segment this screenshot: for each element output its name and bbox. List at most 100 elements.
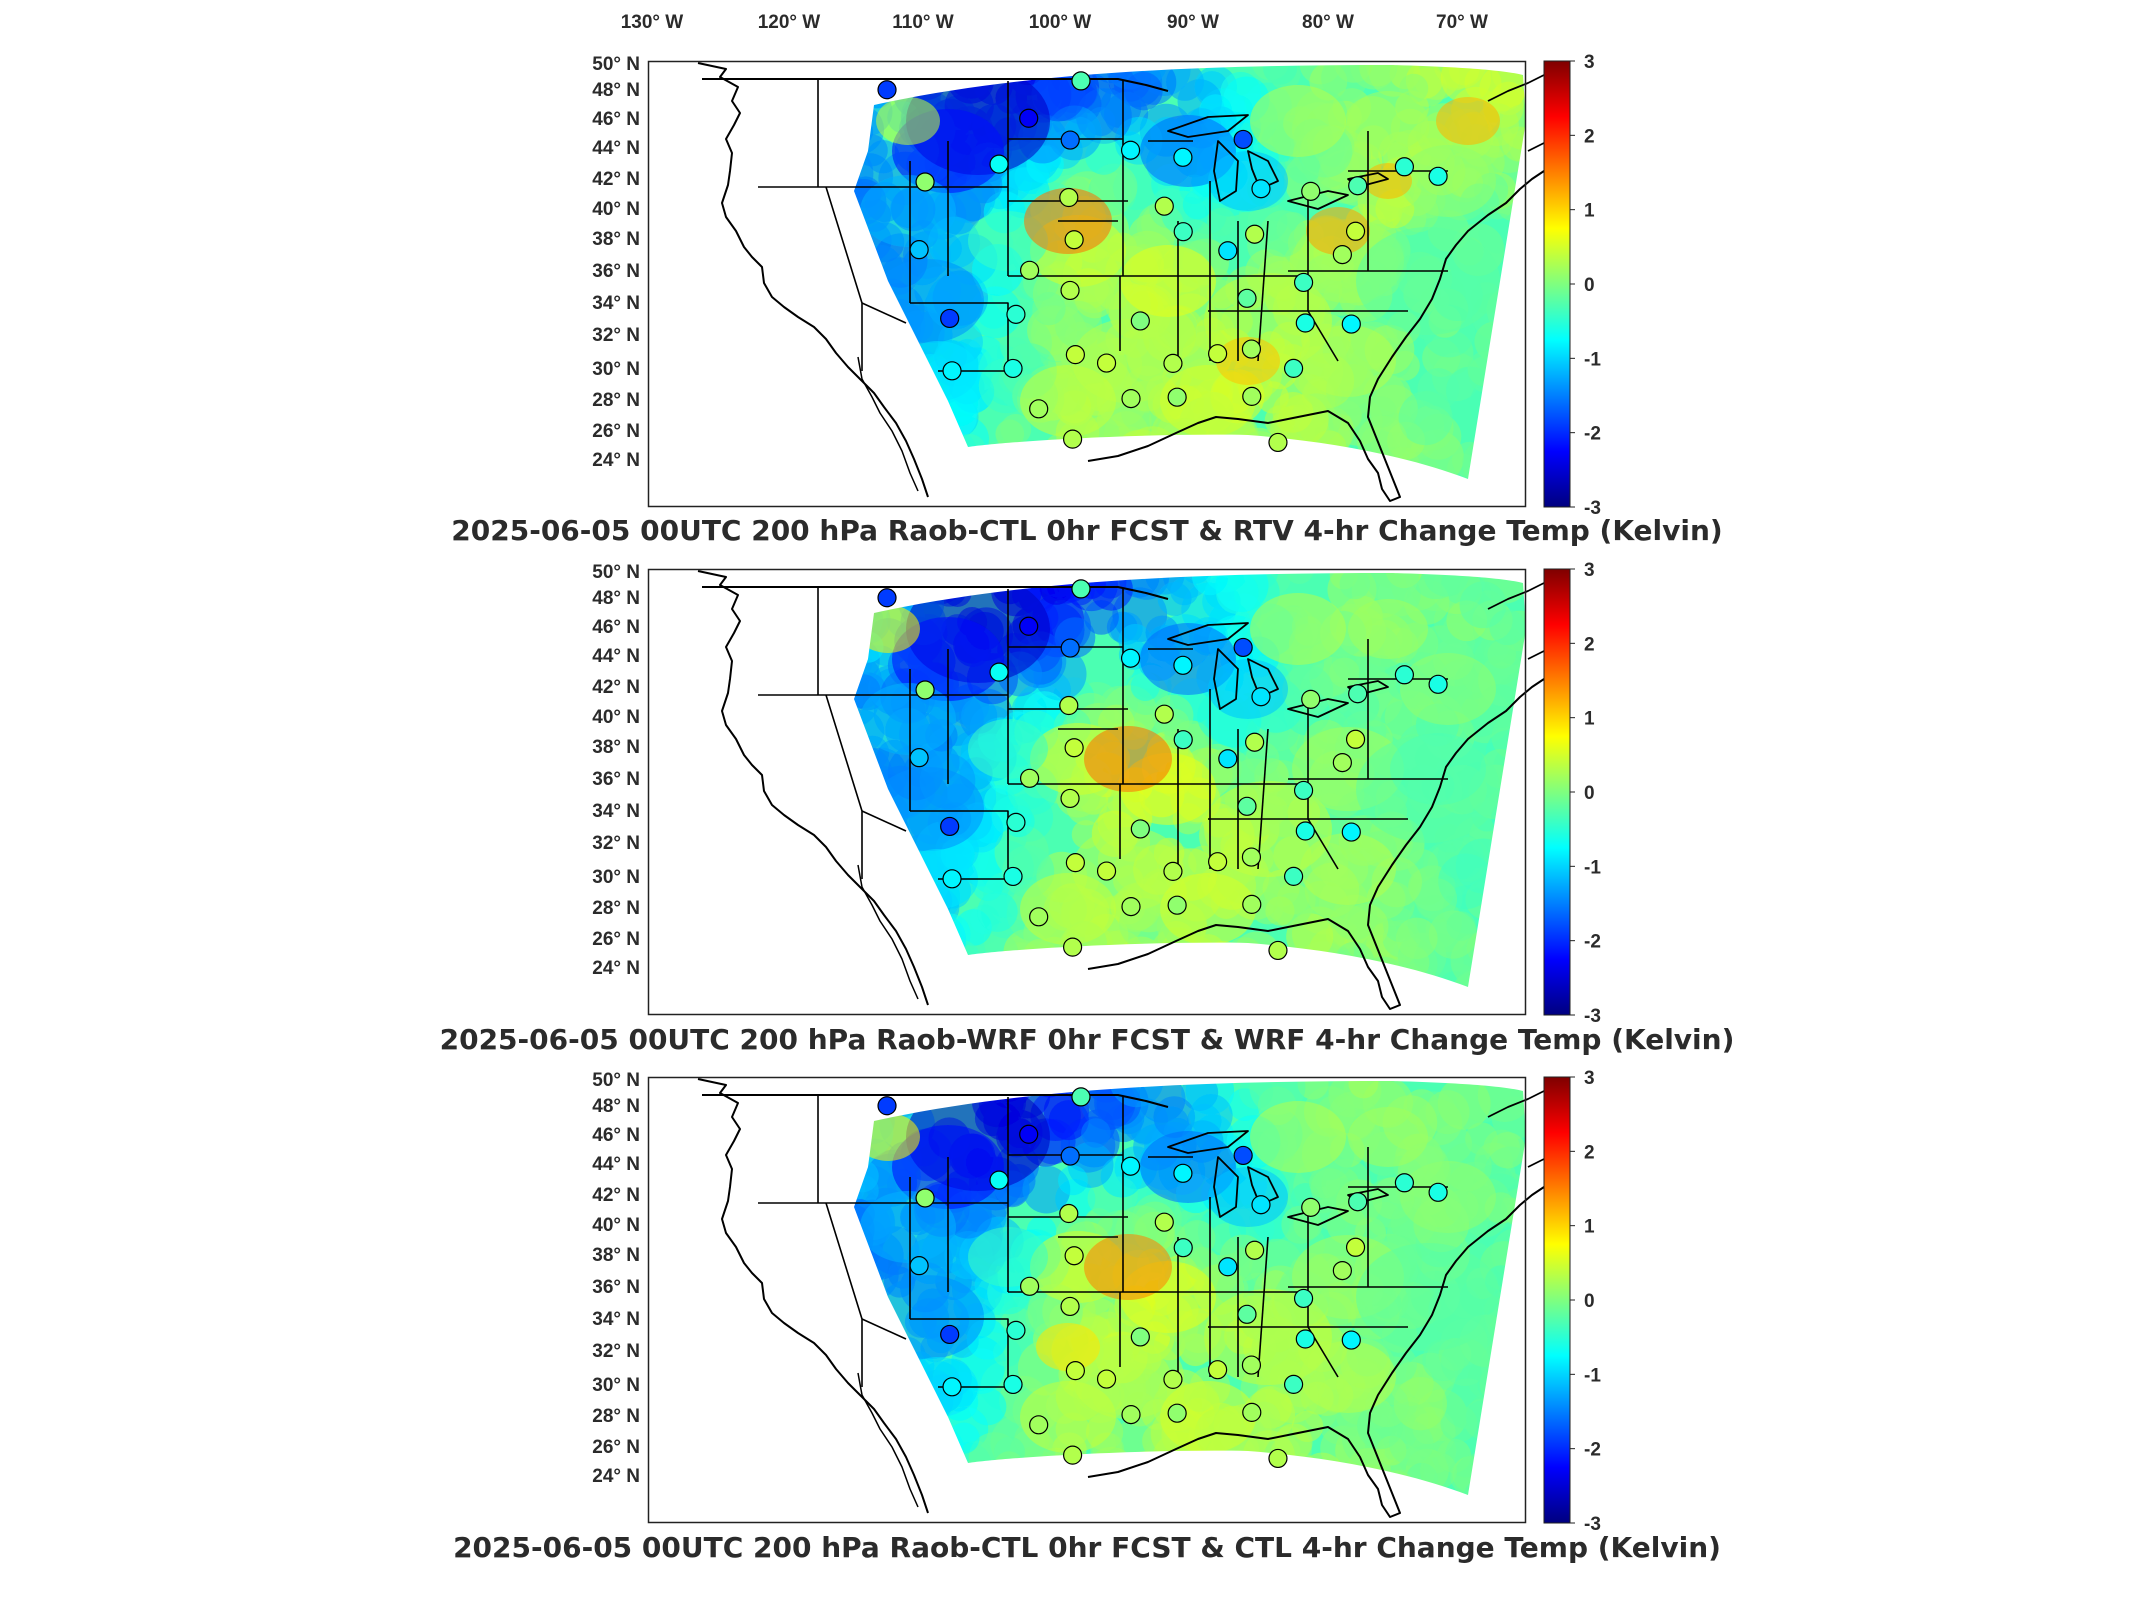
- colorbar-tick-label: 1: [1584, 201, 1595, 222]
- colorbar-tick-label: 3: [1584, 560, 1595, 581]
- lon-label: 70° W: [1436, 12, 1488, 33]
- raob-station-marker: [1332, 244, 1352, 265]
- raob-stations: [877, 1087, 1448, 1469]
- raob-station-marker: [1029, 907, 1049, 927]
- lat-label: 38° N: [592, 229, 640, 250]
- map-outlines: [697, 1078, 1564, 1518]
- raob-station-marker: [1019, 1124, 1039, 1144]
- raob-station-marker: [1063, 1445, 1083, 1465]
- raob-station-marker: [1121, 389, 1141, 409]
- raob-station-marker: [1237, 796, 1257, 816]
- raob-station-marker: [940, 308, 960, 329]
- raob-station-marker: [1341, 314, 1361, 334]
- colorbar-tick-label: 0: [1584, 1291, 1595, 1312]
- raob-station-marker: [1096, 861, 1117, 881]
- raob-station-marker: [1060, 638, 1080, 658]
- lat-label: 42° N: [592, 1185, 640, 1206]
- lat-label: 30° N: [592, 359, 640, 380]
- raob-stations: [877, 71, 1448, 453]
- lat-label: 34° N: [592, 801, 640, 822]
- raob-station-marker: [1003, 1374, 1023, 1395]
- raob-station-marker: [1341, 822, 1361, 842]
- lat-label: 40° N: [592, 1215, 640, 1236]
- map-outlines: [697, 570, 1564, 1010]
- raob-station-marker: [1251, 687, 1271, 707]
- raob-station-marker: [1218, 241, 1238, 261]
- raob-station-marker: [1173, 1238, 1193, 1258]
- lat-label: 46° N: [592, 109, 640, 130]
- raob-station-marker: [1242, 386, 1262, 406]
- raob-station-marker: [915, 1188, 935, 1208]
- raob-station-marker: [1121, 1405, 1141, 1425]
- raob-station-marker: [1301, 181, 1321, 201]
- temperature-field: [854, 65, 1526, 479]
- colorbar-tick-label: -3: [1584, 498, 1601, 519]
- lat-label: 28° N: [592, 390, 640, 411]
- raob-station-marker: [1063, 937, 1083, 957]
- raob-station-marker: [1218, 749, 1238, 769]
- lat-label: 26° N: [592, 929, 640, 950]
- colorbar: 3 2 1 0 -1 -2 -3: [1543, 560, 1601, 1027]
- map-frame: [647, 1076, 1527, 1524]
- map-plot: [647, 1076, 1564, 1524]
- raob-station-marker: [1233, 637, 1253, 658]
- raob-station-marker: [1163, 1369, 1183, 1389]
- colorbar-gradient: [1543, 60, 1571, 508]
- lat-label: 34° N: [592, 1309, 640, 1330]
- lat-label: 36° N: [592, 261, 640, 282]
- colorbar-gradient: [1543, 568, 1571, 1016]
- panel-title: 2025-06-05 00UTC 200 hPa Raob-CTL 0hr FC…: [453, 1531, 1721, 1564]
- raob-station-marker: [1301, 689, 1321, 709]
- lat-label: 50° N: [592, 562, 640, 583]
- lat-label: 42° N: [592, 677, 640, 698]
- lon-label: 120° W: [758, 12, 821, 33]
- raob-station-marker: [1241, 847, 1262, 867]
- raob-station-marker: [1394, 665, 1415, 685]
- lat-label: 44° N: [592, 1154, 640, 1175]
- colorbar-tick-label: 2: [1584, 634, 1595, 655]
- raob-station-marker: [1283, 1374, 1304, 1394]
- raob-station-marker: [1268, 432, 1288, 453]
- colorbar-tick-label: -1: [1584, 1365, 1601, 1386]
- lat-label: 24° N: [592, 1466, 640, 1487]
- raob-station-marker: [1208, 1360, 1228, 1380]
- raob-station-marker: [877, 588, 897, 608]
- raob-station-marker: [1268, 1448, 1288, 1469]
- lat-label: 26° N: [592, 1437, 640, 1458]
- raob-station-marker: [877, 1096, 897, 1116]
- longitude-labels: 130° W 120° W 110° W 100° W 90° W 80° W …: [621, 12, 1488, 33]
- raob-station-marker: [1060, 130, 1080, 150]
- raob-station-marker: [1130, 1327, 1150, 1347]
- raob-station-marker: [1071, 579, 1091, 599]
- raob-station-marker: [1428, 1182, 1448, 1202]
- raob-station-marker: [1064, 1246, 1084, 1266]
- latitude-labels: 50° N 48° N 46° N 44° N 42° N 40° N 38° N 36° N…: [592, 54, 640, 471]
- lat-label: 46° N: [592, 1125, 640, 1146]
- raob-station-marker: [1060, 1146, 1080, 1166]
- lat-label: 48° N: [592, 80, 640, 101]
- raob-station-marker: [1293, 272, 1314, 293]
- raob-station-marker: [1348, 176, 1368, 196]
- raob-station-marker: [1173, 147, 1193, 167]
- raob-station-marker: [1121, 897, 1141, 917]
- colorbar-gradient: [1543, 1076, 1571, 1524]
- lat-label: 44° N: [592, 646, 640, 667]
- raob-station-marker: [1341, 1330, 1361, 1350]
- raob-station-marker: [1065, 345, 1085, 365]
- raob-station-marker: [1029, 1415, 1049, 1435]
- lat-label: 50° N: [592, 54, 640, 75]
- raob-station-marker: [989, 662, 1009, 682]
- raob-station-marker: [1003, 866, 1023, 887]
- colorbar-tick-label: -2: [1584, 1440, 1601, 1461]
- raob-station-marker: [1345, 729, 1366, 749]
- raob-station-marker: [1293, 780, 1314, 801]
- lat-label: 42° N: [592, 169, 640, 190]
- raob-station-marker: [1029, 399, 1049, 419]
- lat-label: 50° N: [592, 1070, 640, 1091]
- colorbar-tick-label: 0: [1584, 275, 1595, 296]
- lon-label: 80° W: [1302, 12, 1354, 33]
- raob-station-marker: [1019, 1276, 1040, 1296]
- raob-station-marker: [1120, 1156, 1141, 1176]
- raob-station-marker: [1019, 616, 1039, 636]
